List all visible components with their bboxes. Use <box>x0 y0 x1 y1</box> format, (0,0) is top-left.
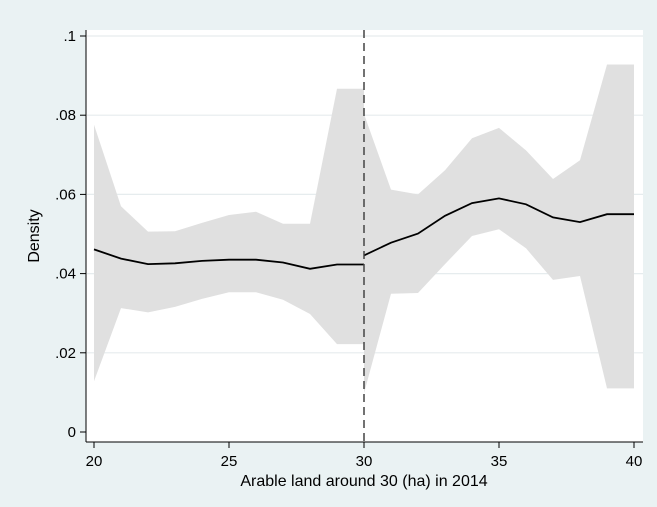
x-tick-label: 40 <box>626 453 643 470</box>
y-tick-label: .04 <box>55 266 76 283</box>
y-tick-label: .06 <box>55 186 76 203</box>
x-tick-label: 35 <box>491 453 508 470</box>
density-lines <box>93 197 634 270</box>
y-tick-label: .08 <box>55 107 76 124</box>
confidence-band-right <box>364 64 634 394</box>
confidence-bands <box>94 64 634 394</box>
y-tick-label: 0 <box>68 424 76 441</box>
x-axis-ticks: 20 25 30 35 40 <box>86 442 643 470</box>
x-axis-label: Arable land around 30 (ha) in 2014 <box>240 473 487 490</box>
x-tick-label: 30 <box>356 453 373 470</box>
density-line-left <box>93 248 364 270</box>
y-tick-label: .1 <box>63 28 76 45</box>
confidence-band-left <box>94 88 364 382</box>
y-axis-label: Density <box>26 209 43 262</box>
y-axis-ticks: 0 .02 .04 .06 .08 .1 <box>55 28 86 441</box>
x-tick-label: 20 <box>86 453 103 470</box>
x-tick-label: 25 <box>221 453 238 470</box>
y-tick-label: .02 <box>55 345 76 362</box>
density-line-right <box>363 197 634 257</box>
